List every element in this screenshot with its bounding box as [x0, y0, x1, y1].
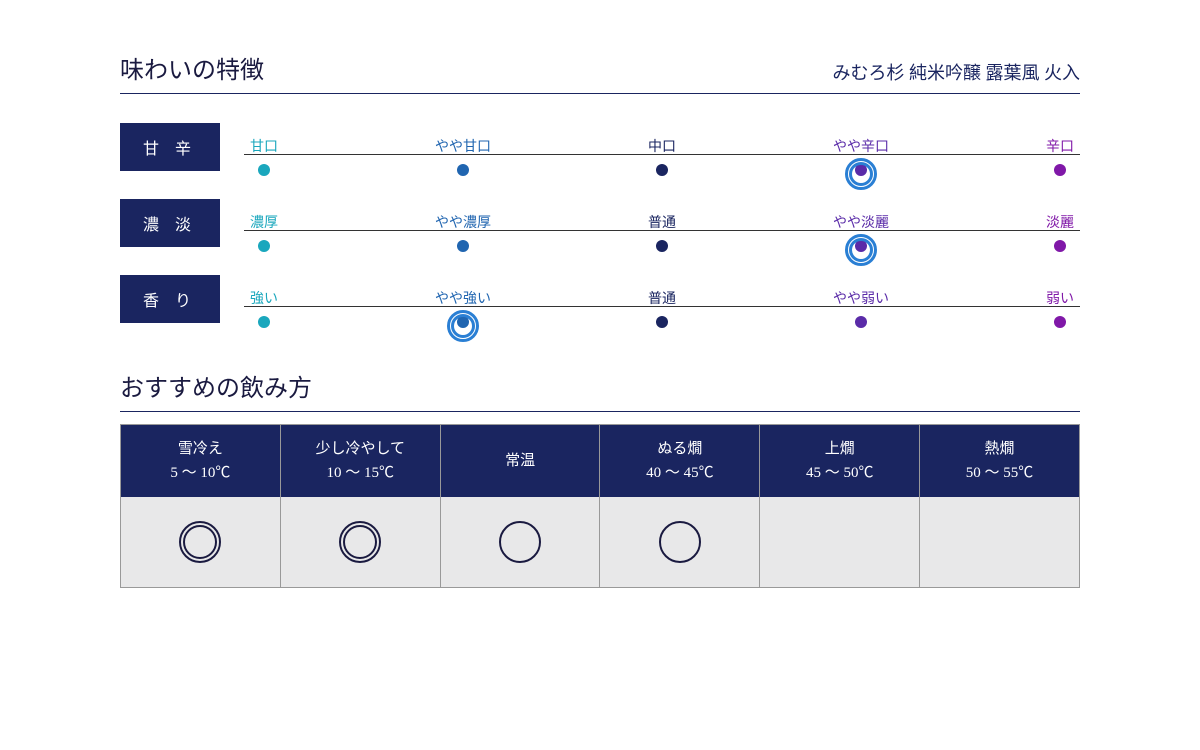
- circle-icon: [659, 521, 701, 563]
- taste-section-title: 味わいの特徴: [120, 50, 264, 85]
- scale: 強いやや強い普通やや弱い弱い: [244, 270, 1080, 328]
- scale-point: 強い: [224, 288, 304, 328]
- point-dot: [1054, 240, 1066, 252]
- temp-range: 45 〜 50℃: [764, 461, 915, 485]
- point-dot: [258, 164, 270, 176]
- temp-body-cell: [920, 497, 1079, 587]
- point-label: 強い: [224, 288, 304, 308]
- temp-name: ぬる燗: [604, 437, 755, 461]
- scale: 濃厚やや濃厚普通やや淡麗淡麗: [244, 194, 1080, 252]
- selection-ring-icon: [845, 234, 877, 266]
- temp-name: 熱燗: [924, 437, 1075, 461]
- scale-point: 普通: [622, 212, 702, 252]
- scale-point: 甘口: [224, 136, 304, 176]
- temp-column: 少し冷やして10 〜 15℃: [281, 424, 441, 588]
- scale-point: やや甘口: [423, 136, 503, 176]
- scale-point: 中口: [622, 136, 702, 176]
- temp-header: 少し冷やして10 〜 15℃: [281, 425, 440, 497]
- scale-point: やや弱い: [821, 288, 901, 328]
- scale-point: 辛口: [1020, 136, 1100, 176]
- selection-ring-icon: [845, 158, 877, 190]
- temp-range: 50 〜 55℃: [924, 461, 1075, 485]
- scale-point: やや強い: [423, 288, 503, 328]
- temp-column: ぬる燗40 〜 45℃: [600, 424, 760, 588]
- temp-column: 雪冷え5 〜 10℃: [120, 424, 281, 588]
- point-label: やや甘口: [423, 136, 503, 156]
- point-dot: [855, 316, 867, 328]
- point-dot: [457, 240, 469, 252]
- circle-icon: [499, 521, 541, 563]
- taste-row: 濃 淡濃厚やや濃厚普通やや淡麗淡麗: [120, 194, 1080, 252]
- taste-section-header: 味わいの特徴 みむろ杉 純米吟醸 露葉風 火入: [120, 50, 1080, 94]
- temp-header: 熱燗50 〜 55℃: [920, 425, 1079, 497]
- scale-point: 淡麗: [1020, 212, 1100, 252]
- temp-column: 熱燗50 〜 55℃: [920, 424, 1080, 588]
- temp-header: 常温: [441, 425, 600, 497]
- point-label: 弱い: [1020, 288, 1100, 308]
- scale-point: やや濃厚: [423, 212, 503, 252]
- temp-name: 常温: [445, 449, 596, 473]
- axis-label: 甘 辛: [120, 123, 220, 171]
- scale-points: 強いやや強い普通やや弱い弱い: [244, 288, 1080, 328]
- point-label: やや強い: [423, 288, 503, 308]
- scale-points: 濃厚やや濃厚普通やや淡麗淡麗: [244, 212, 1080, 252]
- point-dot: [1054, 164, 1066, 176]
- scale-point: 弱い: [1020, 288, 1100, 328]
- axis-label: 濃 淡: [120, 199, 220, 247]
- temp-header: ぬる燗40 〜 45℃: [600, 425, 759, 497]
- point-dot: [656, 240, 668, 252]
- temp-body-cell: [281, 497, 440, 587]
- temp-body-cell: [760, 497, 919, 587]
- point-label: やや濃厚: [423, 212, 503, 232]
- taste-row: 甘 辛甘口やや甘口中口やや辛口辛口: [120, 118, 1080, 176]
- temp-body-cell: [600, 497, 759, 587]
- temp-range: 40 〜 45℃: [604, 461, 755, 485]
- temp-body-cell: [441, 497, 600, 587]
- temp-header: 雪冷え5 〜 10℃: [121, 425, 280, 497]
- taste-row: 香 り強いやや強い普通やや弱い弱い: [120, 270, 1080, 328]
- temp-name: 少し冷やして: [285, 437, 436, 461]
- selection-ring-icon: [447, 310, 479, 342]
- temp-header: 上燗45 〜 50℃: [760, 425, 919, 497]
- point-dot: [258, 316, 270, 328]
- point-label: やや淡麗: [821, 212, 901, 232]
- point-label: 辛口: [1020, 136, 1100, 156]
- double-circle-icon: [339, 521, 381, 563]
- point-label: 甘口: [224, 136, 304, 156]
- serving-section-title: おすすめの飲み方: [120, 368, 1080, 412]
- point-label: 普通: [622, 288, 702, 308]
- scale-points: 甘口やや甘口中口やや辛口辛口: [244, 136, 1080, 176]
- product-name: みむろ杉 純米吟醸 露葉風 火入: [833, 59, 1081, 85]
- point-dot: [656, 316, 668, 328]
- temp-body-cell: [121, 497, 280, 587]
- temp-column: 常温: [441, 424, 601, 588]
- temp-range: 10 〜 15℃: [285, 461, 436, 485]
- axis-label: 香 り: [120, 275, 220, 323]
- point-label: やや弱い: [821, 288, 901, 308]
- temp-range: 5 〜 10℃: [125, 461, 276, 485]
- point-dot: [258, 240, 270, 252]
- scale: 甘口やや甘口中口やや辛口辛口: [244, 118, 1080, 176]
- point-label: 淡麗: [1020, 212, 1100, 232]
- point-label: やや辛口: [821, 136, 901, 156]
- scale-point: 濃厚: [224, 212, 304, 252]
- scale-point: やや辛口: [821, 136, 901, 176]
- scale-point: 普通: [622, 288, 702, 328]
- point-label: 中口: [622, 136, 702, 156]
- serving-temp-table: 雪冷え5 〜 10℃少し冷やして10 〜 15℃常温ぬる燗40 〜 45℃上燗4…: [120, 424, 1080, 588]
- temp-name: 上燗: [764, 437, 915, 461]
- temp-column: 上燗45 〜 50℃: [760, 424, 920, 588]
- taste-axes-container: 甘 辛甘口やや甘口中口やや辛口辛口濃 淡濃厚やや濃厚普通やや淡麗淡麗香 り強いや…: [120, 118, 1080, 328]
- temp-name: 雪冷え: [125, 437, 276, 461]
- point-label: 普通: [622, 212, 702, 232]
- point-dot: [1054, 316, 1066, 328]
- point-label: 濃厚: [224, 212, 304, 232]
- double-circle-icon: [179, 521, 221, 563]
- scale-point: やや淡麗: [821, 212, 901, 252]
- point-dot: [457, 164, 469, 176]
- point-dot: [656, 164, 668, 176]
